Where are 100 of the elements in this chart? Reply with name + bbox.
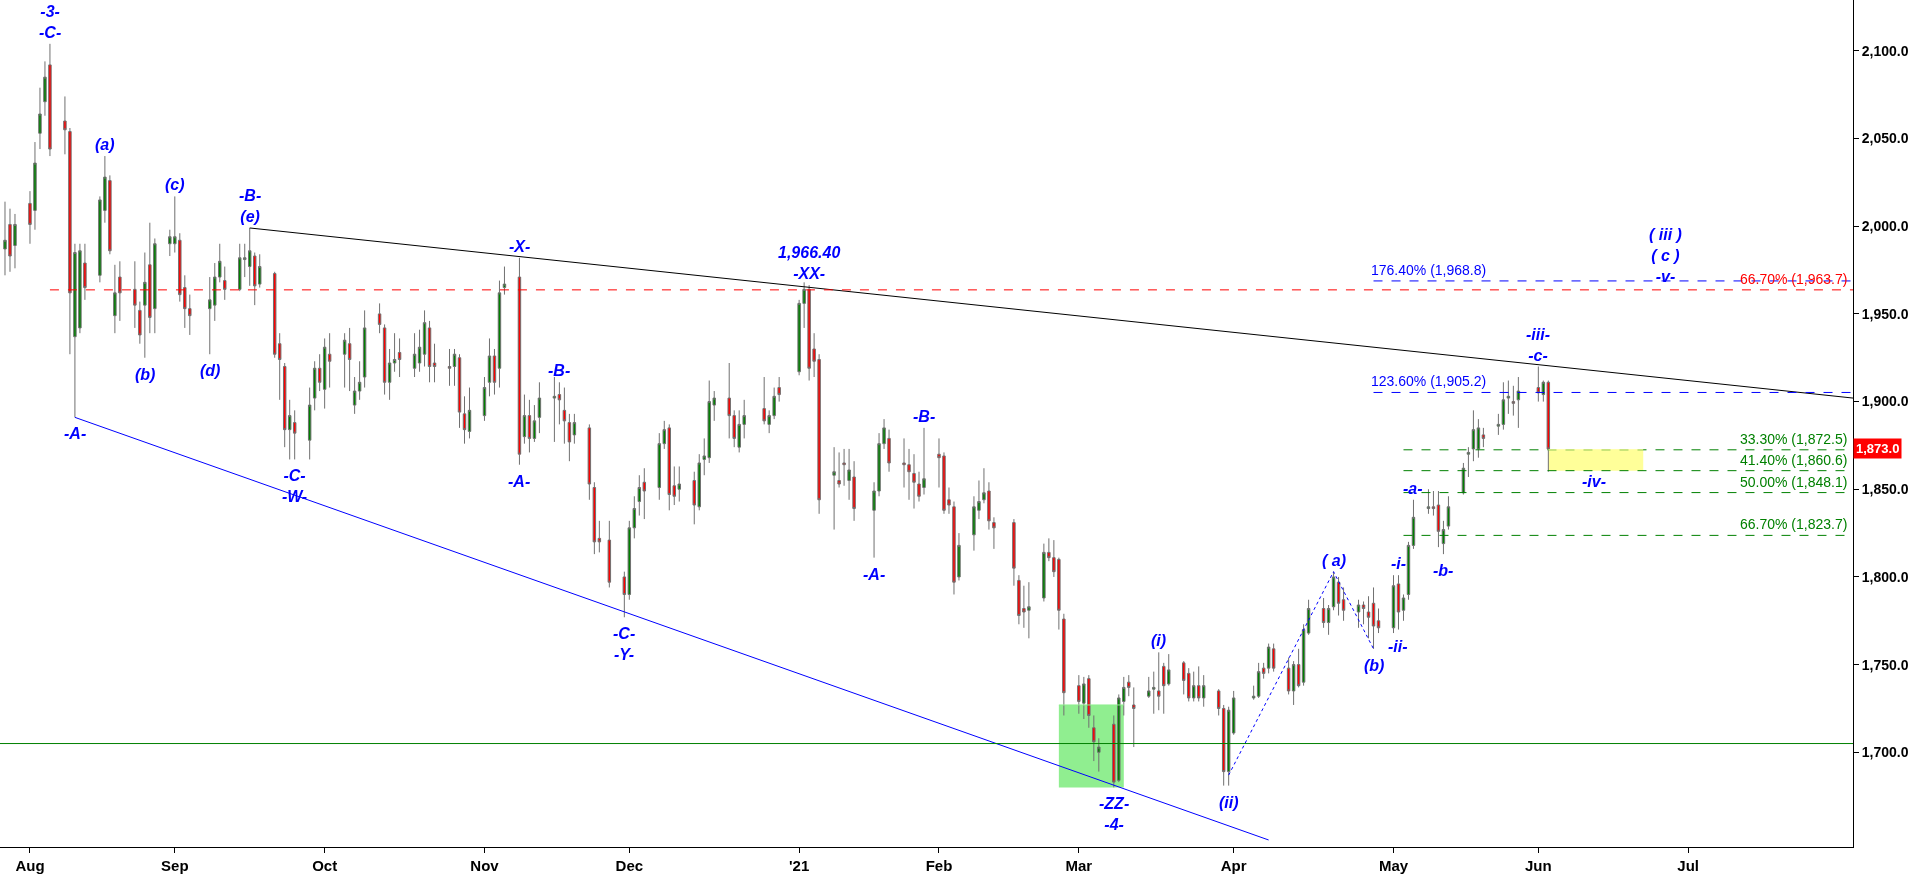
annotation: -3- -C- (39, 3, 62, 41)
candlestick (842, 448, 846, 487)
candlestick (1401, 593, 1406, 622)
annotation: 66.70% (1,823.7) (1740, 516, 1848, 532)
annotation: -ZZ- -4- (1099, 795, 1130, 833)
annotation: ( a) (1322, 552, 1346, 569)
candlestick (1132, 686, 1136, 748)
candlestick (362, 309, 367, 389)
candlestick (382, 323, 387, 396)
annotation: -A- (508, 473, 531, 490)
candlestick (502, 266, 507, 296)
candlestick (497, 280, 502, 389)
annotation: (b) (135, 366, 156, 383)
candlestick (777, 376, 781, 403)
candlestick (1446, 495, 1451, 531)
candlestick (387, 348, 392, 401)
x-tick-label: Jul (1677, 857, 1700, 874)
annotation: -X- (509, 238, 531, 255)
candlestick (1371, 586, 1376, 650)
y-tick-label: 2,000.0 (1861, 218, 1909, 235)
annotation: -a- (1403, 480, 1423, 497)
candlestick (1356, 599, 1361, 629)
y-tick-label: 1,900.0 (1861, 393, 1909, 410)
candlestick (138, 301, 142, 345)
annotation: -C- -Y- (613, 625, 636, 663)
candlestick (462, 395, 467, 445)
annotation: -A- (863, 566, 886, 583)
x-tick-label: May (1378, 857, 1409, 874)
annotation: (i) (1151, 632, 1167, 649)
x-tick-label: Sep (161, 857, 189, 874)
candlestick (38, 87, 42, 150)
candlestick (352, 376, 357, 415)
candlestick (412, 332, 417, 378)
candlestick (347, 327, 352, 392)
candlestick (537, 381, 542, 434)
y-tick-label: 1,950.0 (1861, 305, 1909, 322)
candlestick (592, 481, 597, 555)
annotation: -b- (1433, 562, 1454, 579)
candlestick (377, 302, 382, 334)
annotation: 33.30% (1,872.5) (1740, 431, 1848, 447)
x-tick-label: Jun (1525, 857, 1552, 874)
candlestick (562, 387, 567, 445)
annotation: -B- (913, 408, 936, 425)
y-tick-label: 2,050.0 (1861, 130, 1909, 147)
annotation: -B- (e) (239, 187, 262, 225)
annotation: 1,966.40 -XX- (778, 244, 841, 282)
y-tick-label: 1,800.0 (1861, 568, 1909, 585)
y-tick-label: 1,750.0 (1861, 656, 1909, 673)
candlestick (422, 309, 427, 368)
candlestick (567, 413, 572, 462)
annotation: 176.40% (1,968.8) (1371, 262, 1487, 278)
candlestick (417, 329, 422, 373)
annotation: 50.00% (1,848.1) (1740, 474, 1848, 490)
candlestick (1436, 490, 1441, 548)
candlestick (1336, 576, 1341, 617)
candlestick (447, 348, 452, 387)
candlestick (1326, 604, 1331, 636)
annotation: -A- (64, 425, 87, 442)
candlestick (492, 348, 497, 396)
candlestick (457, 353, 462, 429)
candlestick (1157, 651, 1161, 711)
annotation: 41.40% (1,860.6) (1740, 452, 1848, 468)
candlestick (1511, 385, 1516, 417)
candlestick (1516, 376, 1521, 429)
candlestick (587, 423, 592, 501)
candlestick (1092, 714, 1096, 762)
candlestick (357, 360, 362, 401)
annotation: (c) (165, 176, 185, 193)
candlestick (307, 387, 312, 460)
candlestick (832, 446, 836, 531)
annotation: -B- (548, 362, 571, 379)
candlestick (427, 320, 432, 383)
candlestick (522, 394, 527, 445)
candlestick (532, 404, 537, 443)
annotation: -iv- (1582, 473, 1606, 490)
y-tick-label: 1,700.0 (1861, 744, 1909, 761)
candlestick (1296, 648, 1301, 688)
candlestick (223, 266, 227, 301)
x-tick-label: Aug (15, 857, 45, 874)
candlestick (133, 260, 137, 329)
y-tick-label: 2,100.0 (1861, 42, 1909, 59)
candlestick (1506, 380, 1511, 415)
y-tick-label: 1,850.0 (1861, 481, 1909, 498)
candlestick (432, 343, 437, 383)
candlestick (1501, 381, 1506, 431)
candlestick (992, 516, 996, 550)
candlestick (1321, 597, 1326, 629)
candlestick (1147, 676, 1151, 699)
annotation: (d) (200, 362, 221, 379)
candlestick (63, 95, 67, 155)
candlestick (1481, 427, 1486, 448)
candlestick (527, 399, 532, 453)
candlestick (1286, 657, 1291, 695)
candlestick (1396, 574, 1401, 631)
annotation: (b) (1364, 657, 1385, 674)
x-tick-label: Mar (1065, 857, 1093, 874)
x-tick-label: '21 (789, 857, 810, 874)
candlestick (1361, 600, 1366, 625)
candlestick (912, 453, 916, 510)
annotation: 123.60% (1,905.2) (1371, 373, 1487, 389)
